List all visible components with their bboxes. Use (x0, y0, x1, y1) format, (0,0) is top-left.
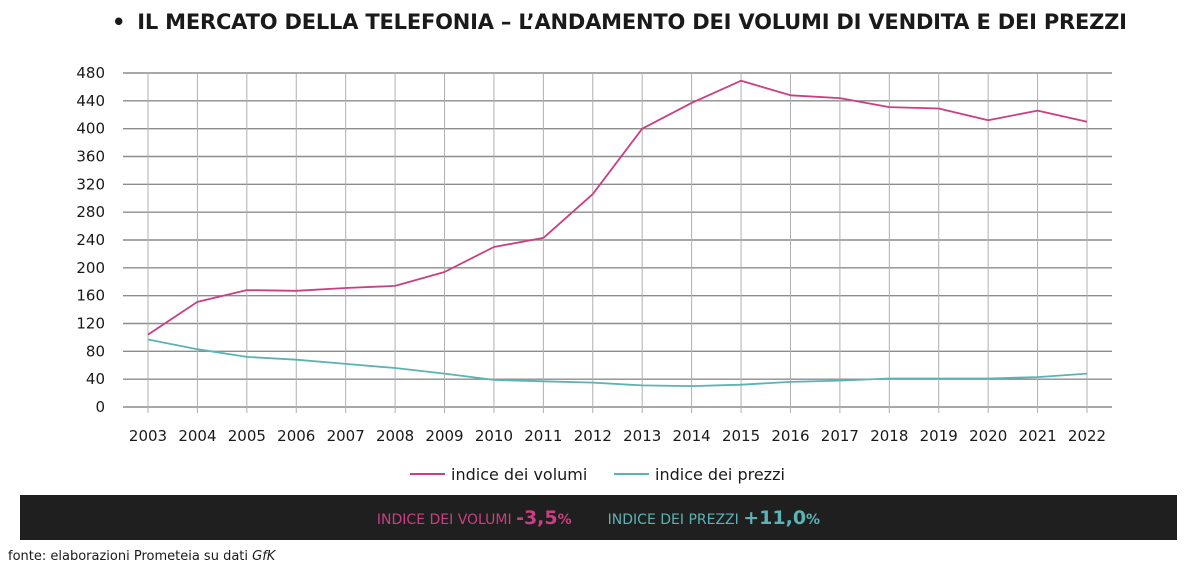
series-line-volumi (147, 79, 1088, 336)
banner-volumi-label: INDICE DEI VOLUMI (376, 511, 512, 528)
x-tick-label-2010: 2010 (475, 427, 513, 445)
source-note: fonte: elaborazioni Prometeia su dati Gf… (8, 549, 275, 564)
x-tick-label-2021: 2021 (1018, 427, 1056, 445)
y-tick-label-80: 80 (86, 342, 105, 360)
y-tick-label-280: 280 (76, 203, 105, 221)
y-tick-label-440: 440 (76, 92, 105, 110)
x-tick-label-2022: 2022 (1068, 427, 1106, 445)
source-gfk: GfK (252, 549, 276, 564)
x-tick-label-2012: 2012 (574, 427, 612, 445)
legend-label-prezzi: indice dei prezzi (655, 465, 785, 484)
x-tick-label-2011: 2011 (524, 427, 562, 445)
title-text: IL MERCATO DELLA TELEFONIA – L’ANDAMENTO… (137, 10, 1127, 34)
y-tick-label-240: 240 (76, 231, 105, 249)
y-tick-label-0: 0 (95, 398, 105, 416)
banner-volumi-value: -3,5 (516, 506, 558, 529)
x-tick-label-2009: 2009 (425, 427, 463, 445)
chart-series (147, 79, 1088, 388)
banner-prezzi: INDICE DEI PREZZI +11,0% (608, 507, 820, 529)
x-tick-label-2003: 2003 (129, 427, 167, 445)
banner-prezzi-label: INDICE DEI PREZZI (607, 511, 739, 528)
x-tick-label-2005: 2005 (228, 427, 266, 445)
y-tick-label-360: 360 (76, 148, 105, 166)
y-tick-label-40: 40 (86, 370, 105, 388)
x-tick-label-2006: 2006 (277, 427, 315, 445)
x-tick-label-2007: 2007 (327, 427, 365, 445)
y-tick-label-200: 200 (76, 259, 105, 277)
summary-banner: INDICE DEI VOLUMI -3,5% INDICE DEI PREZZ… (20, 495, 1177, 540)
x-tick-label-2019: 2019 (920, 427, 958, 445)
banner-prezzi-percent: % (806, 511, 821, 528)
legend-label-volumi: indice dei volumi (451, 465, 587, 484)
y-tick-label-480: 480 (76, 64, 105, 82)
series-line-prezzi (147, 338, 1088, 388)
y-tick-label-160: 160 (76, 287, 105, 305)
y-axis-ticks: 0 40 80 120 160 200 240 280 320 360 400 440 480 (76, 64, 105, 416)
y-tick-label-320: 320 (76, 175, 105, 193)
y-tick-label-120: 120 (76, 315, 105, 333)
x-axis-ticks: 2003 2004 2005 2006 2007 2008 2009 2010 2011 2012… (129, 427, 1106, 445)
x-tick-label-2017: 2017 (821, 427, 859, 445)
y-tick-label-400: 400 (76, 120, 105, 138)
chart-title: • IL MERCATO DELLA TELEFONIA – L’ANDAMENT… (112, 10, 1127, 34)
chart-grid (123, 72, 1112, 413)
banner-volumi: INDICE DEI VOLUMI -3,5% (377, 507, 572, 529)
banner-volumi-percent: % (557, 511, 572, 528)
banner-prezzi-value: +11,0 (743, 506, 807, 529)
x-tick-label-2013: 2013 (623, 427, 661, 445)
x-tick-label-2018: 2018 (870, 427, 908, 445)
x-tick-label-2008: 2008 (376, 427, 414, 445)
title-bullet: • (112, 10, 126, 34)
line-chart: 0 40 80 120 160 200 240 280 320 360 400 440 480 2003… (76, 64, 1112, 484)
x-tick-label-2014: 2014 (673, 427, 711, 445)
x-tick-label-2020: 2020 (969, 427, 1007, 445)
x-tick-label-2015: 2015 (722, 427, 760, 445)
chart-legend: indice dei volumi indice dei prezzi (410, 465, 785, 484)
x-tick-label-2016: 2016 (771, 427, 809, 445)
source-prefix: fonte: elaborazioni Prometeia su dati (8, 549, 249, 564)
x-tick-label-2004: 2004 (178, 427, 216, 445)
